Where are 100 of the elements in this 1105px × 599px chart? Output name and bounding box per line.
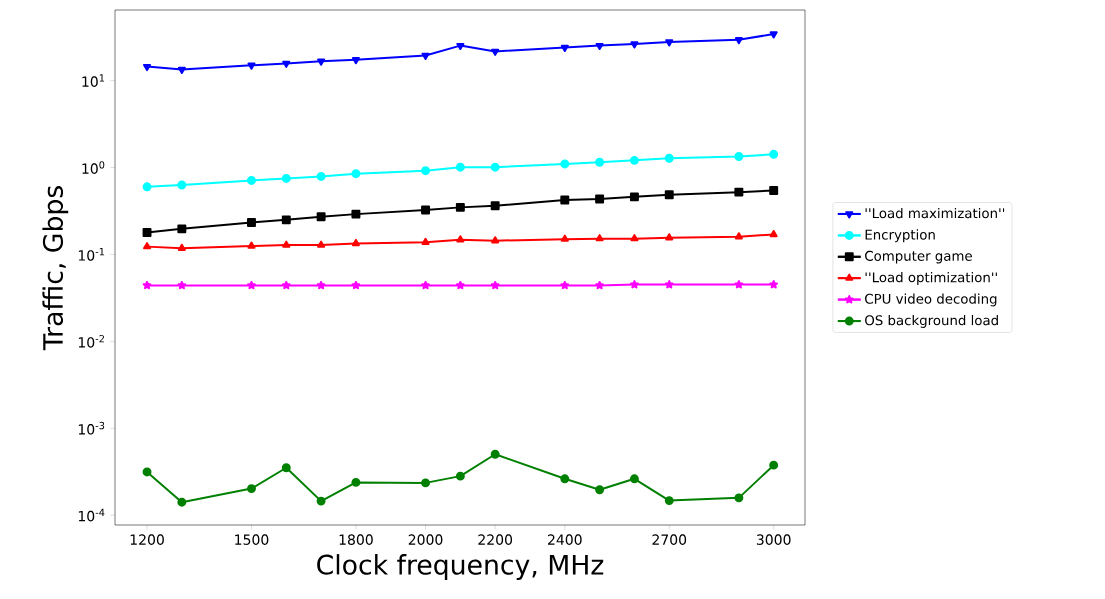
point — [769, 186, 779, 196]
point — [177, 224, 187, 234]
point — [247, 241, 256, 249]
y-tick-label: 10$^{-2}$ — [78, 334, 104, 348]
legend-label: Encryption — [865, 229, 935, 243]
point — [665, 233, 674, 241]
y-tick-label: 10$^{-4}$ — [78, 508, 105, 522]
point — [316, 212, 326, 222]
point — [351, 238, 360, 247]
point — [247, 280, 256, 290]
legend-label: Computer game — [865, 250, 972, 264]
point — [734, 232, 743, 240]
y-axis-title: Traffic, Gbps — [42, 186, 69, 351]
point — [177, 280, 187, 290]
point — [769, 149, 779, 159]
point — [491, 48, 500, 56]
point — [282, 60, 291, 68]
point — [351, 280, 361, 290]
point — [142, 467, 152, 477]
point — [595, 42, 604, 51]
point — [142, 280, 152, 290]
point — [490, 162, 500, 172]
point — [351, 169, 361, 179]
point — [281, 173, 291, 183]
point — [560, 474, 570, 484]
point — [421, 478, 431, 488]
point — [247, 176, 256, 185]
point — [734, 187, 744, 197]
point — [664, 280, 674, 289]
point — [595, 157, 605, 167]
point — [734, 37, 743, 45]
point — [143, 242, 152, 250]
point — [282, 240, 291, 248]
point — [734, 493, 744, 503]
x-tick-label: 1800 — [339, 534, 373, 545]
point — [421, 237, 430, 246]
point — [664, 153, 674, 163]
point — [664, 190, 674, 200]
point — [421, 166, 431, 176]
point — [629, 155, 639, 165]
point — [142, 182, 152, 192]
point — [560, 159, 570, 169]
point — [630, 41, 639, 49]
point — [456, 42, 465, 51]
point — [421, 52, 430, 60]
x-tick-label: 2000 — [408, 534, 443, 545]
point — [595, 280, 604, 290]
point — [490, 201, 500, 211]
x-tick-label: 3000 — [756, 534, 791, 545]
x-tick-label: 2700 — [652, 534, 687, 545]
point — [490, 280, 500, 290]
point — [455, 162, 465, 172]
point — [143, 63, 152, 72]
point — [734, 152, 744, 161]
point — [421, 205, 431, 215]
legend-label: ''Load optimization'' — [865, 272, 997, 285]
point — [769, 31, 778, 39]
point — [317, 58, 326, 66]
point — [560, 280, 570, 290]
point — [560, 195, 570, 205]
point — [630, 280, 639, 289]
point — [595, 485, 605, 495]
point — [281, 280, 291, 290]
point — [769, 229, 778, 238]
point — [247, 62, 256, 70]
point — [560, 44, 569, 53]
point — [142, 228, 152, 237]
point — [455, 202, 465, 212]
point — [351, 209, 361, 219]
point — [769, 460, 779, 470]
point — [595, 234, 604, 242]
y-tick-label: 10$^{-3}$ — [78, 421, 105, 435]
point — [769, 280, 778, 289]
point — [317, 240, 326, 248]
point — [351, 57, 360, 65]
point — [560, 234, 569, 242]
point — [351, 477, 361, 487]
point — [734, 280, 744, 289]
point — [455, 471, 465, 481]
point — [490, 449, 500, 459]
point — [629, 474, 639, 484]
point — [491, 236, 500, 244]
point — [630, 234, 639, 242]
point — [177, 243, 186, 251]
legend-label: CPU video decoding — [865, 293, 997, 307]
point — [421, 280, 430, 290]
x-tick-label: 1500 — [235, 534, 269, 545]
y-tick-label: 10$^{1}$ — [82, 74, 105, 87]
point — [456, 235, 465, 243]
point — [247, 218, 256, 227]
point — [316, 280, 326, 290]
point — [316, 496, 326, 506]
point — [177, 66, 186, 75]
point — [247, 484, 256, 494]
point — [177, 497, 187, 507]
y-tick-label: 10$^{-1}$ — [78, 248, 105, 261]
x-tick-label: 1200 — [130, 534, 164, 545]
point — [664, 496, 674, 506]
point — [456, 280, 465, 290]
y-tick-label: 10$^{0}$ — [82, 161, 105, 174]
